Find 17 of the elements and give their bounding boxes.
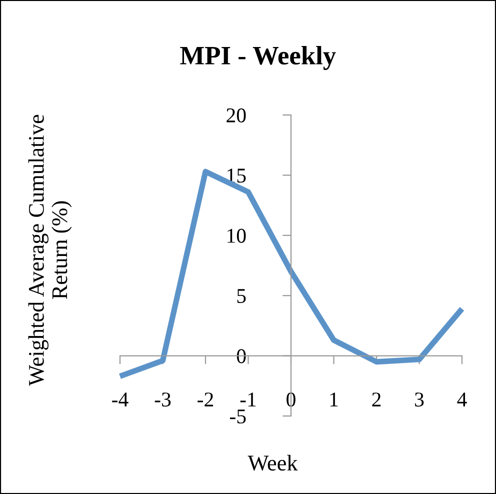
y-axis-title: Weighted Average Cumulative Return (%) — [28, 114, 72, 386]
x-tick-label: -2 — [198, 392, 214, 406]
y-tick-label: 10 — [228, 228, 246, 243]
x-tick-label: -3 — [154, 392, 171, 407]
y-tick-label: 20 — [226, 108, 246, 122]
x-tick-label: 0 — [286, 392, 296, 407]
chart-title: MPI - Weekly — [180, 46, 336, 70]
x-tick-label: -4 — [112, 392, 128, 406]
x-tick-label: 3 — [415, 392, 424, 407]
x-tick-label: -1 — [240, 392, 256, 406]
y-tick-label: -5 — [230, 410, 246, 424]
y-tick-label: 5 — [237, 289, 246, 304]
y-tick-label: 0 — [236, 349, 246, 364]
x-tick-label: 4 — [457, 392, 467, 406]
x-tick-label: 2 — [372, 392, 381, 406]
x-axis-title: Week — [248, 454, 298, 471]
x-tick-label: 1 — [330, 392, 338, 406]
